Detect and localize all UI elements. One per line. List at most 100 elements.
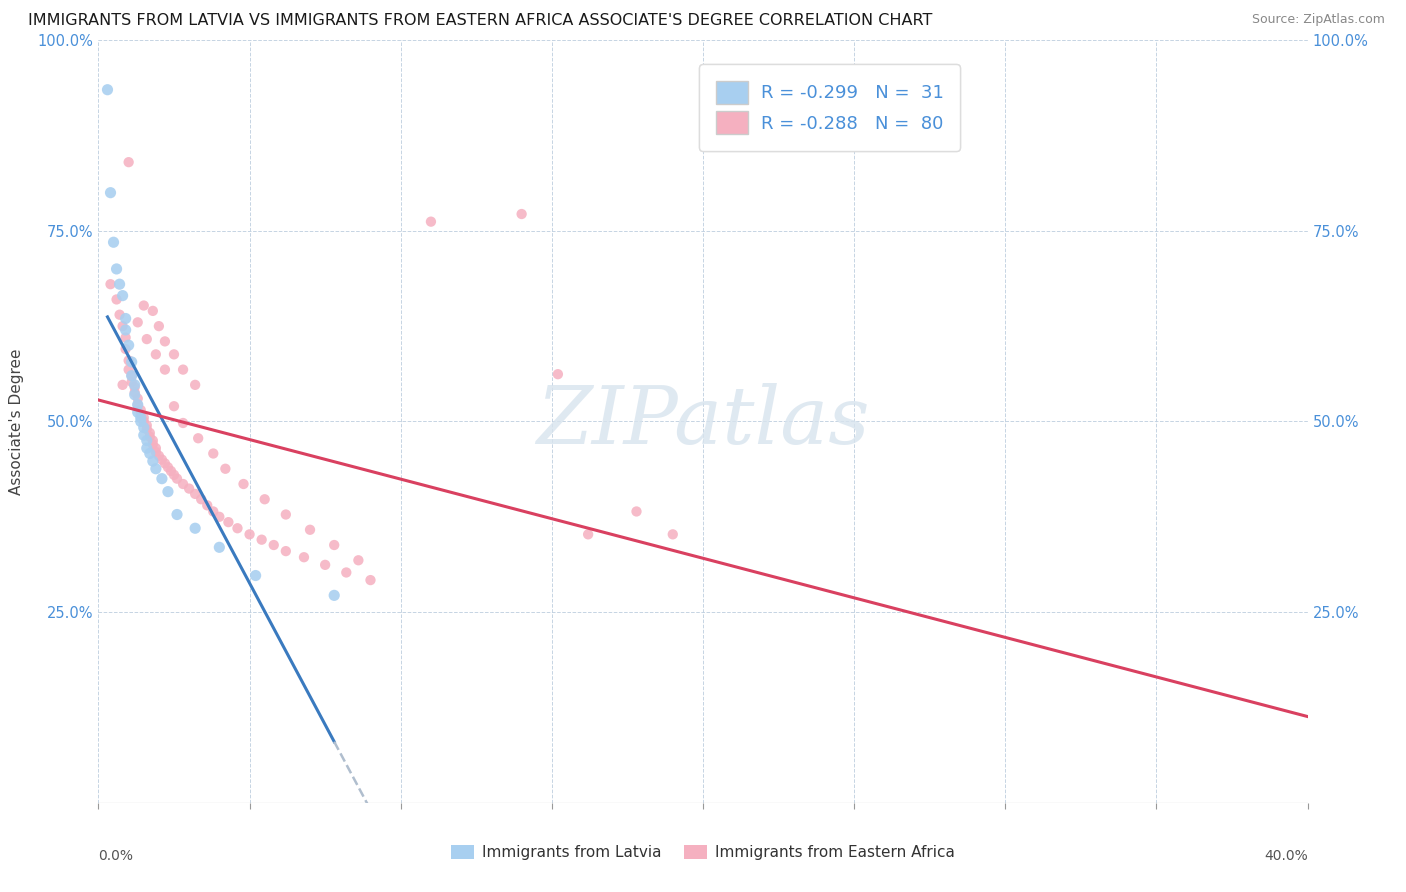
Point [108,277,131,292]
Point [274,508,297,522]
Point [292,550,315,565]
Point [510,207,533,221]
Point [184,521,207,535]
Point [314,558,336,572]
Point [163,399,186,413]
Point [195,499,218,513]
Text: 40.0%: 40.0% [1264,848,1308,863]
Point [121,355,143,369]
Point [202,446,225,460]
Point [214,462,236,476]
Point [129,403,152,417]
Point [111,319,134,334]
Point [661,527,683,541]
Point [347,553,370,567]
Point [163,347,186,361]
Point [145,462,167,476]
Point [135,332,157,346]
Point [105,262,128,277]
Point [111,377,134,392]
Point [145,347,167,361]
Point [132,428,155,442]
Point [232,477,254,491]
Point [127,315,149,329]
Point [127,392,149,406]
Point [166,508,188,522]
Point [150,452,173,467]
Point [172,416,194,430]
Point [145,445,167,459]
Point [576,527,599,541]
Point [118,338,141,352]
Point [420,214,443,228]
Point [108,308,131,322]
Point [184,377,207,392]
Point [245,568,267,582]
Point [153,334,176,349]
Point [132,410,155,425]
Point [148,449,170,463]
Point [139,446,162,460]
Point [172,362,194,376]
Point [127,405,149,419]
Legend: Immigrants from Latvia, Immigrants from Eastern Africa: Immigrants from Latvia, Immigrants from … [446,839,960,866]
Point [124,380,146,394]
Point [105,293,128,307]
Point [118,362,141,376]
Point [208,509,231,524]
Point [202,504,225,518]
Point [139,425,162,440]
Text: ZIPatlas: ZIPatlas [536,383,870,460]
Point [124,388,146,402]
Point [208,541,231,555]
Point [547,367,569,381]
Point [153,457,176,471]
Point [129,410,152,425]
Point [172,477,194,491]
Point [626,504,648,518]
Point [299,523,322,537]
Point [145,441,167,455]
Point [187,431,209,445]
Point [179,482,201,496]
Point [163,467,186,482]
Point [335,566,357,580]
Point [124,385,146,400]
Point [239,527,262,541]
Point [142,437,165,451]
Point [142,434,165,448]
Point [124,377,146,392]
Point [142,304,165,318]
Point [148,319,170,334]
Point [100,186,122,200]
Point [166,472,188,486]
Point [156,460,179,475]
Point [129,407,152,421]
Text: IMMIGRANTS FROM LATVIA VS IMMIGRANTS FROM EASTERN AFRICA ASSOCIATE'S DEGREE CORR: IMMIGRANTS FROM LATVIA VS IMMIGRANTS FRO… [28,13,932,29]
Point [250,533,273,547]
Point [150,472,173,486]
Text: Source: ZipAtlas.com: Source: ZipAtlas.com [1251,13,1385,27]
Point [114,330,136,344]
Point [127,398,149,412]
Point [190,492,212,507]
Point [135,441,157,455]
Point [156,484,179,499]
Point [127,398,149,412]
Point [323,588,346,602]
Point [135,422,157,436]
Point [132,299,155,313]
Text: 0.0%: 0.0% [98,848,134,863]
Point [153,362,176,376]
Point [132,414,155,428]
Point [118,353,141,368]
Point [323,538,346,552]
Point [129,414,152,428]
Y-axis label: Associate's Degree: Associate's Degree [8,348,24,495]
Point [114,323,136,337]
Point [184,487,207,501]
Point [96,83,118,97]
Point [114,311,136,326]
Point [135,418,157,433]
Point [118,155,141,169]
